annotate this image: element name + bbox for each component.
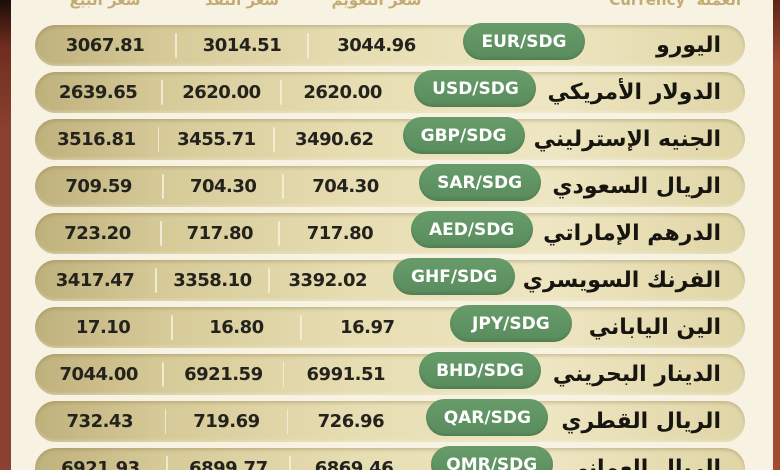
- sell-rate-value: 3516.81: [57, 129, 136, 150]
- header-cash-price: سعر النقد: [204, 0, 280, 9]
- column-divider: [280, 80, 282, 105]
- rate-row: 723.20 717.80 717.80 AED/SDG الدرهم الإم…: [35, 211, 745, 254]
- currency-pair-badge: SAR/SDG: [418, 164, 541, 201]
- float-rate-value: 6869.46: [314, 458, 394, 470]
- currency-name: الريال السعودي: [552, 174, 721, 199]
- rate-row: 709.59 704.30 704.30 SAR/SDG الريال السع…: [35, 164, 745, 207]
- currency-pair-badge-wrap: AED/SDG: [400, 211, 543, 252]
- cash-rate-value: 16.80: [209, 317, 264, 338]
- column-divider: [162, 362, 165, 387]
- column-divider: [161, 80, 163, 105]
- rate-rows-list: 3067.81 3014.51 3044.96 EUR/SDG اليورو 2…: [0, 23, 780, 470]
- column-divider: [268, 268, 270, 293]
- currency-name: الدولار الأمريكي: [547, 80, 721, 105]
- right-border-strip: [773, 0, 780, 470]
- column-divider: [165, 456, 168, 470]
- rate-row: 6921.93 6899.77 6869.46 OMR/SDG الريال ا…: [35, 446, 745, 470]
- currency-name: الريال العماني: [566, 456, 721, 470]
- currency-name: الدرهم الإماراتي: [543, 221, 721, 246]
- column-divider: [160, 221, 162, 246]
- float-rate-value: 2620.00: [303, 82, 382, 103]
- cash-rate-value: 6921.59: [184, 364, 263, 385]
- header-currency: العملة Currency: [609, 0, 741, 9]
- sell-rate-value: 17.10: [75, 317, 131, 338]
- left-border-strip: [0, 0, 11, 470]
- sell-rate-value: 709.59: [65, 176, 132, 197]
- sell-rate-value: 732.43: [66, 411, 134, 432]
- column-divider: [164, 409, 167, 434]
- currency-name: الريال القطري: [561, 409, 721, 434]
- column-divider: [282, 362, 285, 387]
- currency-pair-badge: GBP/SDG: [402, 117, 525, 154]
- cash-rate-value: 3455.71: [177, 129, 256, 150]
- header-float-price: سعر التعويم: [331, 0, 422, 9]
- cash-rate-value: 2620.00: [182, 82, 261, 103]
- currency-pair-badge: GHF/SDG: [393, 258, 516, 295]
- float-rate-value: 726.96: [317, 411, 385, 432]
- float-rate-value: 704.30: [312, 176, 379, 197]
- float-rate-value: 3392.02: [288, 270, 368, 291]
- sell-rate-value: 3417.47: [55, 270, 135, 291]
- table-header: سعر البيع سعر النقد سعر التعويم العملة C…: [11, 0, 773, 9]
- column-divider: [157, 127, 160, 152]
- cash-rate-value: 717.80: [186, 223, 254, 244]
- currency-pair-badge-wrap: GBP/SDG: [393, 117, 533, 158]
- rate-row: 2639.65 2620.00 2620.00 USD/SDG الدولار …: [35, 70, 745, 113]
- currency-pair-badge: AED/SDG: [410, 211, 533, 248]
- rate-row: 3067.81 3014.51 3044.96 EUR/SDG اليورو: [35, 23, 745, 66]
- column-divider: [155, 268, 157, 293]
- currency-pair-badge-wrap: OMR/SDG: [417, 446, 566, 470]
- cash-rate-value: 704.30: [189, 176, 257, 197]
- currency-pair-badge: JPY/SDG: [449, 305, 572, 342]
- cash-rate-value: 6899.77: [189, 458, 268, 470]
- currency-pair-badge: BHD/SDG: [419, 352, 541, 389]
- header-sell-price: سعر البيع: [69, 0, 141, 9]
- float-rate-value: 3490.62: [295, 129, 374, 150]
- sell-rate-value: 6921.93: [61, 458, 140, 470]
- column-divider: [162, 174, 165, 199]
- float-rate-value: 6991.51: [306, 364, 386, 385]
- float-rate-value: 16.97: [340, 317, 395, 338]
- column-divider: [289, 456, 291, 470]
- cash-rate-value: 719.69: [193, 411, 260, 432]
- float-rate-value: 717.80: [306, 223, 374, 244]
- column-divider: [171, 315, 174, 340]
- column-divider: [277, 221, 280, 246]
- column-divider: [273, 127, 276, 152]
- column-divider: [307, 33, 309, 58]
- sell-rate-value: 2639.65: [58, 82, 138, 103]
- currency-pair-badge-wrap: JPY/SDG: [433, 305, 589, 346]
- currency-pair-badge: EUR/SDG: [463, 23, 585, 60]
- rate-row: 7044.00 6921.59 6991.51 BHD/SDG الدينار …: [35, 352, 745, 395]
- sell-rate-value: 7044.00: [59, 364, 138, 385]
- currency-pair-badge-wrap: EUR/SDG: [444, 23, 604, 64]
- currency-name: اليورو: [656, 33, 721, 58]
- rate-row: 3417.47 3358.10 3392.02 GHF/SDG الفرنك ا…: [35, 258, 745, 301]
- rate-row: 3516.81 3455.71 3490.62 GBP/SDG الجنيه ا…: [35, 117, 745, 160]
- currency-pair-badge: QAR/SDG: [426, 399, 549, 436]
- currency-pair-badge-wrap: QAR/SDG: [413, 399, 561, 440]
- column-divider: [299, 315, 302, 340]
- currency-pair-badge-wrap: SAR/SDG: [407, 164, 552, 205]
- float-rate-value: 3044.96: [337, 35, 416, 56]
- column-divider: [286, 409, 289, 434]
- currency-name: الين الياباني: [588, 315, 722, 340]
- currency-name: الدينار البحريني: [552, 362, 721, 387]
- currency-name: الجنيه الإسترليني: [533, 127, 721, 152]
- currency-pair-badge-wrap: USD/SDG: [403, 70, 547, 111]
- cash-rate-value: 3014.51: [202, 35, 282, 56]
- sell-rate-value: 723.20: [64, 223, 131, 244]
- currency-name: الفرنك السويسري: [522, 268, 721, 293]
- currency-pair-badge-wrap: BHD/SDG: [407, 352, 553, 393]
- currency-pair-badge-wrap: GHF/SDG: [386, 258, 523, 299]
- cash-rate-value: 3358.10: [173, 270, 252, 291]
- currency-pair-badge: USD/SDG: [414, 70, 537, 107]
- currency-pair-badge: OMR/SDG: [430, 446, 553, 470]
- rate-row: 17.10 16.80 16.97 JPY/SDG الين الياباني: [35, 305, 745, 348]
- column-divider: [282, 174, 285, 199]
- column-divider: [175, 33, 177, 58]
- sell-rate-value: 3067.81: [65, 35, 145, 56]
- rate-row: 732.43 719.69 726.96 QAR/SDG الريال القط…: [35, 399, 745, 442]
